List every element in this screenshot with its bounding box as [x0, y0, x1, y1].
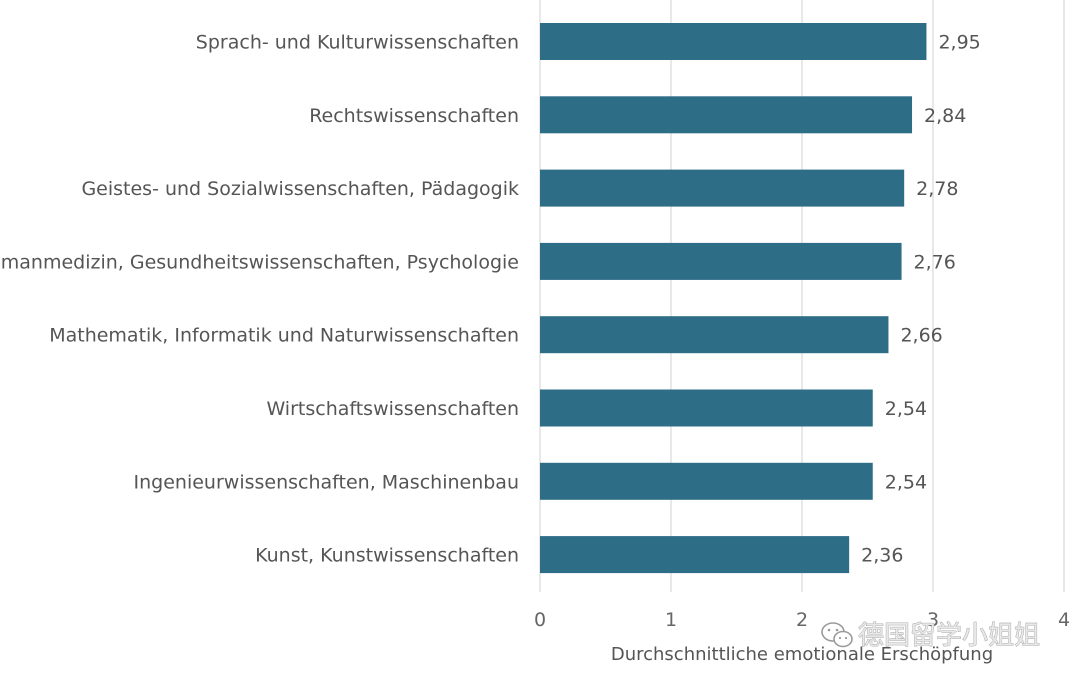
value-label: 2,84 — [924, 105, 966, 127]
x-tick-label: 4 — [1058, 609, 1070, 631]
value-label: 2,54 — [885, 398, 927, 420]
value-label: 2,95 — [938, 32, 980, 54]
x-tick-label: 0 — [534, 609, 546, 631]
bar — [540, 242, 902, 280]
value-labels: 2,95 2,84 2,78 2,76 2,66 2,54 2,54 2,36 — [861, 32, 981, 567]
category-labels: Sprach- und Kulturwissenschaften Rechtswi… — [0, 32, 519, 567]
bar — [540, 462, 873, 500]
value-label: 2,66 — [900, 325, 942, 347]
x-tick-label: 2 — [796, 609, 808, 631]
category-label: Ingenieurwissenschaften, Maschinenbau — [134, 471, 519, 493]
category-label: Kunst, Kunstwissenschaften — [255, 545, 519, 567]
value-label: 2,36 — [861, 545, 903, 567]
x-axis-title: Durchschnittliche emotionale Erschöpfung — [611, 644, 993, 665]
wechat-icon — [821, 622, 853, 648]
x-tick-labels: 0 1 2 3 4 — [534, 609, 1070, 631]
category-label: Geistes- und Sozialwissenschaften, Pädag… — [81, 178, 519, 200]
bar — [540, 23, 927, 60]
watermark: 德国留学小姐姐 — [821, 621, 1040, 651]
category-label: Wirtschaftswissenschaften — [266, 398, 519, 420]
category-label: Mathematik, Informatik und Naturwissensc… — [49, 325, 519, 347]
bar — [540, 316, 889, 354]
x-tick-label: 1 — [665, 609, 677, 631]
x-tick-label: 3 — [927, 609, 939, 631]
bar — [540, 169, 905, 207]
grid-lines — [539, 0, 1065, 592]
bar — [540, 96, 913, 134]
value-label: 2,54 — [885, 471, 927, 493]
category-label: Sprach- und Kulturwissenschaften — [196, 32, 519, 54]
category-label: Rechtswissenschaften — [309, 105, 519, 127]
category-label: Humanmedizin, Gesundheitswissenschaften,… — [0, 251, 519, 273]
bar — [540, 536, 850, 574]
bar — [540, 389, 873, 427]
watermark-text: 德国留学小姐姐 — [858, 621, 1040, 651]
bars — [540, 23, 927, 574]
value-label: 2,76 — [914, 251, 956, 273]
value-label: 2,78 — [916, 178, 958, 200]
